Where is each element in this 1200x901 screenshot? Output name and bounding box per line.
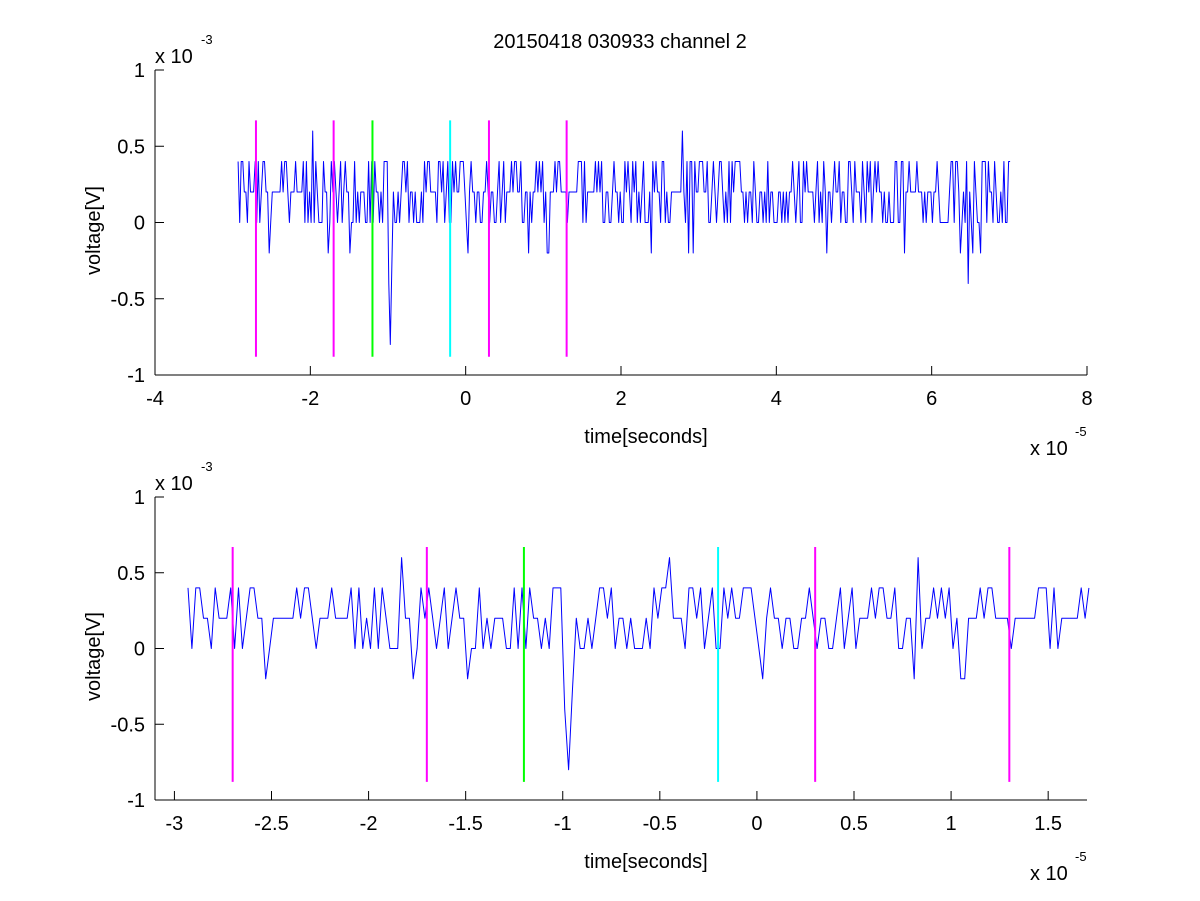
bottom-plot: -3 -2.5 -2 -1.5 -1 -0.5 0 0.5 1 1.5 -1 -0.5 0 0.5 1 tim… [83,459,1090,885]
y-tick-label: 0.5 [117,136,145,158]
y-tick-label: -0.5 [111,714,145,736]
x-tick-label: 2 [615,388,626,410]
y-tick-label: 1 [134,487,145,509]
y-exponent-power: -3 [201,459,213,474]
x-tick-label: 1.5 [1034,813,1062,835]
x-tick-label: 4 [771,388,782,410]
x-axis-label: time[seconds] [584,426,707,448]
y-exponent-power: -3 [201,32,213,47]
y-tick-label: -1 [127,365,145,387]
signal-trace [237,130,1011,345]
figure-title: 20150418 030933 channel 2 [493,31,747,53]
x-tick-label: -2 [301,388,319,410]
x-tick-label: -2 [360,813,378,835]
y-tick-label: 0.5 [117,563,145,585]
x-exponent-label: x 10 [1030,438,1068,460]
x-tick-label: 0 [751,813,762,835]
x-tick-label: 6 [926,388,937,410]
y-tick-label: -0.5 [111,289,145,311]
signal-trace [187,557,1090,771]
x-tick-label: -0.5 [643,813,677,835]
y-tick-label: 1 [134,60,145,82]
y-tick-label: 0 [134,213,145,235]
x-tick-label: 1 [946,813,957,835]
x-tick-label: -4 [146,388,164,410]
x-tick-label: 0 [460,388,471,410]
y-tick-label: 0 [134,639,145,661]
x-exponent-power: -5 [1075,849,1087,864]
x-axis-label: time[seconds] [584,851,707,873]
y-axis-label: voltage[V] [83,612,105,701]
x-tick-label: -1.5 [448,813,482,835]
x-exponent-label: x 10 [1030,863,1068,885]
x-tick-label: -3 [166,813,184,835]
x-tick-label: 0.5 [840,813,868,835]
y-tick-label: -1 [127,790,145,812]
y-exponent-label: x 10 [155,46,193,68]
x-exponent-power: -5 [1075,424,1087,439]
y-axis-label: voltage[V] [83,186,105,275]
x-tick-label: 8 [1081,388,1092,410]
y-exponent-label: x 10 [155,473,193,495]
x-tick-label: -2.5 [254,813,288,835]
x-tick-label: -1 [554,813,572,835]
top-plot: -4 -2 0 2 4 6 8 -1 -0.5 0 0.5 1 time[seconds] voltage… [83,32,1093,460]
